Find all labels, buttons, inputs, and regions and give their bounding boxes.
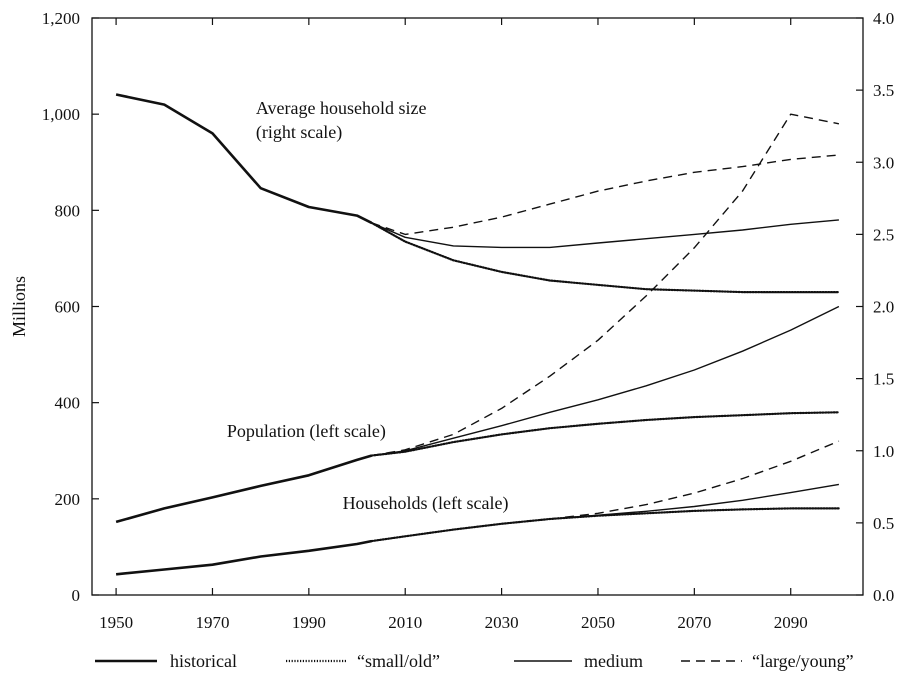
y-left-tick-label: 0 — [72, 586, 81, 605]
x-tick-label: 2090 — [774, 613, 808, 632]
x-tick-label: 2050 — [581, 613, 615, 632]
y-left-tick-label: 400 — [55, 394, 81, 413]
legend-label: “large/young” — [752, 651, 854, 671]
x-axis: 1950 1970 1990 2010 2030 2050 2070 2090 — [99, 18, 808, 632]
series-line-population-large-young — [371, 113, 840, 457]
y-right-tick-label: 2.0 — [873, 298, 894, 317]
series-line-households-large-young — [371, 440, 840, 542]
annotation-label: Population (left scale) — [227, 421, 386, 442]
y-right-tick-label: 0.5 — [873, 514, 894, 533]
x-tick-label: 1970 — [195, 613, 229, 632]
y-right-tick-label: 0.0 — [873, 586, 894, 605]
series-line-population-medium — [371, 305, 840, 457]
series-line-population-historical — [115, 454, 372, 524]
y-left-tick-label: 800 — [55, 201, 81, 220]
y-left-tick-label: 1,000 — [42, 105, 80, 124]
x-tick-label: 1950 — [99, 613, 133, 632]
series-line-household_size-historical — [115, 93, 373, 224]
legend: historical “small/old” medium “large/young” — [95, 651, 854, 671]
y-right-tick-label: 2.5 — [873, 225, 894, 244]
series-layer — [115, 93, 840, 576]
x-tick-label: 2030 — [485, 613, 519, 632]
y-axis-left: 0 200 400 600 800 1,000 1,200 — [42, 9, 99, 605]
series-line-households-small-old — [370, 507, 840, 543]
y-right-tick-label: 3.5 — [873, 81, 894, 100]
annotation-label: Average household size — [256, 98, 427, 118]
x-tick-label: 2010 — [388, 613, 422, 632]
x-tick-label: 1990 — [292, 613, 326, 632]
series-line-household_size-small-old — [370, 221, 840, 294]
y-right-tick-label: 1.0 — [873, 442, 894, 461]
legend-label: “small/old” — [357, 651, 440, 671]
legend-label: historical — [170, 651, 237, 671]
y-left-tick-label: 200 — [55, 490, 81, 509]
annotation-layer: Average household size (right scale) Popul… — [227, 98, 509, 514]
y-right-tick-label: 1.5 — [873, 370, 894, 389]
series-line-household_size-medium — [371, 219, 839, 249]
legend-label: medium — [584, 651, 643, 671]
x-tick-label: 2070 — [677, 613, 711, 632]
series-line-households-historical — [115, 539, 372, 576]
y-axis-right: 0.0 0.5 1.0 1.5 2.0 2.5 3.0 3.5 4.0 — [856, 9, 894, 605]
y-left-tick-label: 1,200 — [42, 9, 80, 28]
y-left-tick-label: 600 — [55, 298, 81, 317]
y-right-tick-label: 4.0 — [873, 9, 894, 28]
y-axis-title: Millions — [9, 276, 29, 337]
annotation-label: Households (left scale) — [343, 493, 509, 514]
series-line-population-small-old — [370, 411, 840, 457]
y-right-tick-label: 3.0 — [873, 153, 894, 172]
series-line-household_size-large-young — [371, 154, 839, 236]
annotation-label: (right scale) — [256, 122, 342, 143]
